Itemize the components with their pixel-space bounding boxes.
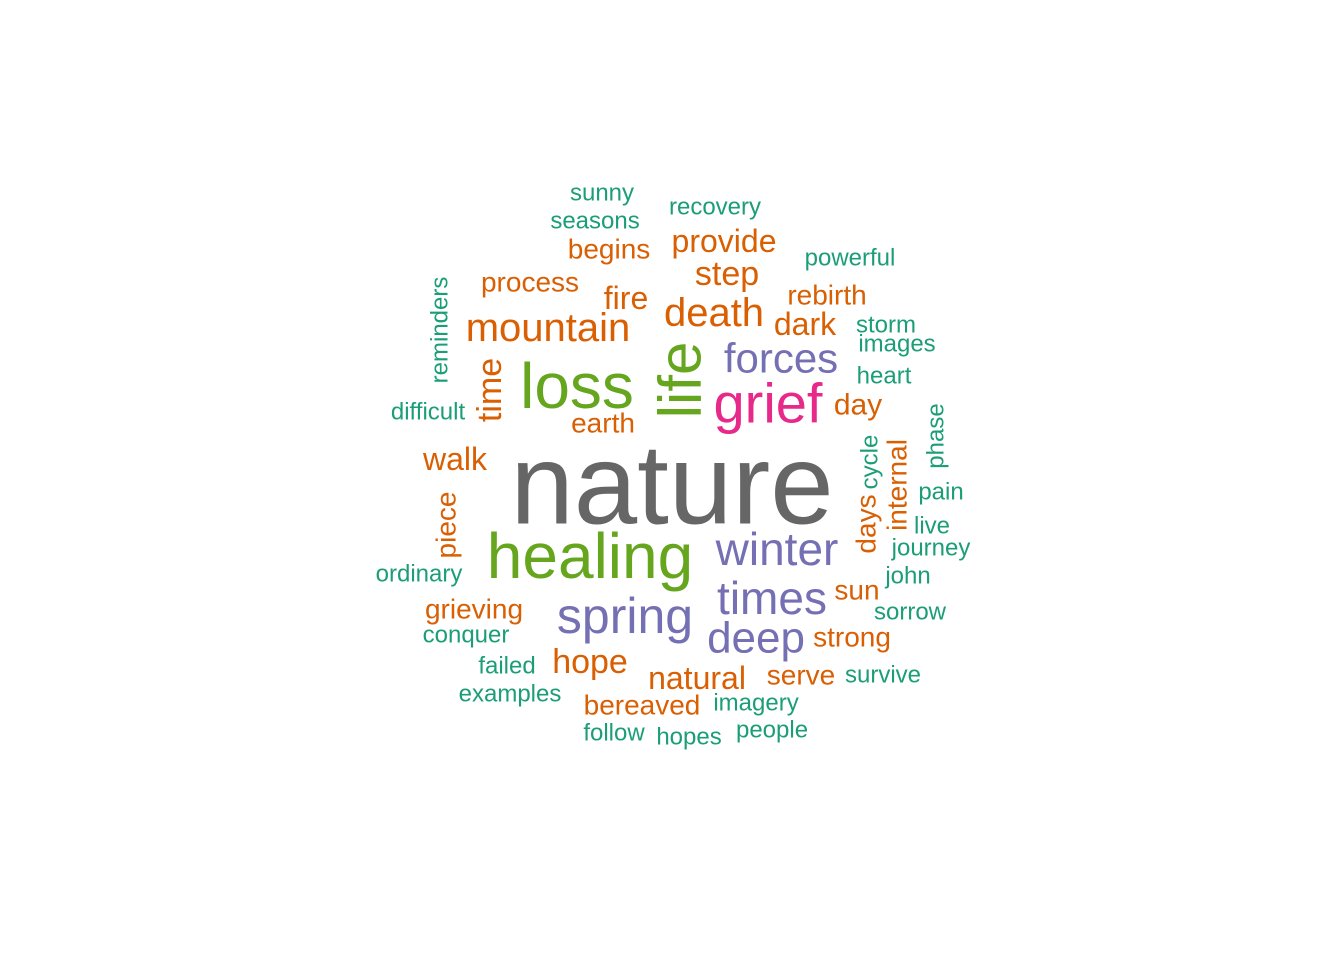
word-follow: follow xyxy=(583,720,645,747)
word-difficult: difficult xyxy=(391,399,466,426)
word-grieving: grieving xyxy=(425,594,523,625)
word-powerful: powerful xyxy=(805,245,896,272)
word-death: death xyxy=(664,291,764,335)
word-hopes: hopes xyxy=(656,724,721,751)
word-seasons: seasons xyxy=(550,208,639,235)
word-examples: examples xyxy=(459,681,562,708)
word-process: process xyxy=(481,267,579,298)
word-life: life xyxy=(647,342,714,419)
word-sorrow: sorrow xyxy=(874,599,947,626)
word-provide: provide xyxy=(672,223,777,259)
word-healing: healing xyxy=(487,520,693,592)
word-times: times xyxy=(717,572,827,624)
word-rebirth: rebirth xyxy=(787,280,866,311)
word-hope: hope xyxy=(552,643,628,681)
word-pain: pain xyxy=(918,479,963,506)
word-piece: piece xyxy=(431,492,462,559)
word-winter: winter xyxy=(715,523,839,575)
word-survive: survive xyxy=(845,662,921,689)
word-nature: nature xyxy=(510,422,833,549)
word-strong: strong xyxy=(813,622,891,653)
word-step: step xyxy=(695,255,759,293)
word-recovery: recovery xyxy=(669,194,761,221)
word-day: day xyxy=(834,389,882,422)
word-begins: begins xyxy=(568,234,651,265)
word-spring: spring xyxy=(557,588,693,644)
word-fire: fire xyxy=(604,280,648,316)
word-ordinary: ordinary xyxy=(376,561,463,588)
word-images: images xyxy=(858,331,935,358)
word-sunny: sunny xyxy=(570,180,634,207)
word-walk: walk xyxy=(422,441,488,477)
word-cycle: cycle xyxy=(857,435,884,490)
word-heart: heart xyxy=(857,363,912,390)
word-dark: dark xyxy=(774,306,837,342)
word-reminders: reminders xyxy=(427,277,454,384)
word-time: time xyxy=(471,358,509,422)
word-journey: journey xyxy=(891,535,971,562)
word-serve: serve xyxy=(767,660,835,691)
word-john: john xyxy=(884,563,930,590)
word-mountain: mountain xyxy=(466,306,631,350)
word-imagery: imagery xyxy=(713,690,798,717)
word-sun: sun xyxy=(834,575,879,606)
word-loss: loss xyxy=(520,350,634,422)
word-natural: natural xyxy=(648,660,746,696)
word-conquer: conquer xyxy=(423,622,510,649)
word-people: people xyxy=(736,717,808,744)
word-days: days xyxy=(851,494,882,553)
word-grief: grief xyxy=(714,372,823,435)
word-phase: phase xyxy=(923,403,950,468)
word-storm: storm xyxy=(856,312,916,339)
word-internal: internal xyxy=(882,439,913,531)
word-failed: failed xyxy=(478,653,535,680)
word-deep: deep xyxy=(707,614,805,663)
word-bereaved: bereaved xyxy=(584,690,701,721)
word-earth: earth xyxy=(571,408,635,439)
word-live: live xyxy=(914,513,950,540)
word-forces: forces xyxy=(724,335,838,382)
